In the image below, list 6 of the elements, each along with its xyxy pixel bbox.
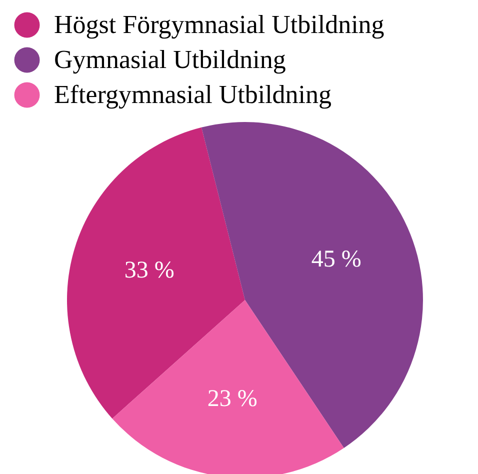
data-label: 33 % bbox=[124, 258, 174, 284]
data-label: 45 % bbox=[311, 246, 362, 272]
data-label: 23 % bbox=[207, 386, 258, 412]
legend-label: Högst Förgymnasial Utbildning bbox=[54, 10, 384, 39]
legend-label: Eftergymnasial Utbildning bbox=[54, 80, 332, 109]
legend-label: Gymnasial Utbildning bbox=[54, 45, 286, 74]
